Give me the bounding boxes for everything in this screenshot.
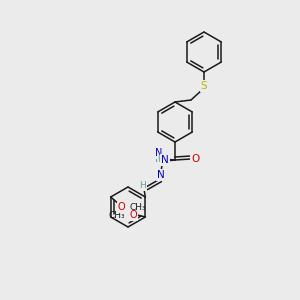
Text: H: H — [140, 182, 146, 190]
Text: N: N — [155, 148, 162, 158]
Text: CH₃: CH₃ — [109, 211, 125, 220]
Text: O: O — [118, 202, 125, 212]
Text: H: H — [155, 154, 163, 164]
Text: CH₃: CH₃ — [130, 202, 146, 211]
Text: O: O — [130, 210, 137, 220]
Text: H: H — [158, 155, 164, 164]
Text: N: N — [157, 170, 165, 180]
Text: N: N — [161, 155, 169, 165]
Text: O: O — [191, 154, 199, 164]
Text: S: S — [201, 81, 207, 91]
